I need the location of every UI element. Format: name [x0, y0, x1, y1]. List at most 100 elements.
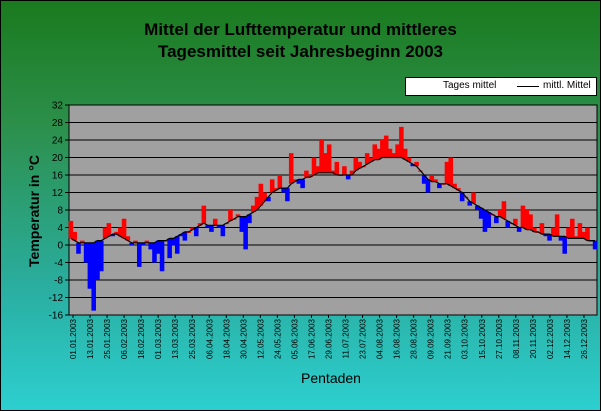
- daily-bar-below-mean: [216, 225, 222, 228]
- daily-bar-above-mean: [429, 175, 435, 182]
- x-tick-label: 06.02.2003: [120, 318, 129, 359]
- daily-bar-above-mean: [201, 205, 207, 224]
- x-tick-label: 26.12.2003: [580, 318, 589, 359]
- daily-bar-below-mean: [494, 216, 499, 224]
- daily-bar-above-mean: [80, 240, 85, 243]
- daily-bar-above-mean: [319, 140, 324, 173]
- daily-bar-below-mean: [482, 210, 488, 232]
- x-tick-label: 15.10.2003: [478, 318, 487, 359]
- daily-bar-below-mean: [110, 234, 115, 237]
- daily-bar-below-mean: [129, 242, 134, 245]
- daily-bar-above-mean: [528, 214, 533, 230]
- daily-bar-below-mean: [152, 242, 157, 263]
- daily-bar-below-mean: [91, 242, 96, 311]
- daily-bar-above-mean: [448, 157, 454, 186]
- daily-bar-below-mean: [159, 240, 165, 272]
- daily-bar-above-mean: [433, 179, 438, 182]
- daily-bar-above-mean: [383, 135, 389, 158]
- daily-bar-above-mean: [121, 218, 127, 239]
- x-tick-label: 20.11.2003: [529, 318, 538, 358]
- x-tick-label: 01.03.2003: [154, 318, 163, 359]
- daily-bar-above-mean: [254, 196, 260, 210]
- daily-bar-above-mean: [190, 227, 195, 230]
- daily-bar-above-mean: [414, 161, 419, 167]
- x-axis-title: Pentaden: [301, 370, 361, 386]
- daily-bar-above-mean: [391, 153, 397, 158]
- daily-bar-above-mean: [311, 157, 317, 175]
- daily-bar-above-mean: [554, 214, 560, 237]
- daily-bar-below-mean: [136, 242, 142, 267]
- y-tick-label: -16: [49, 311, 64, 322]
- y-tick-label: -12: [49, 293, 64, 304]
- daily-bar-above-mean: [444, 161, 450, 184]
- daily-bar-above-mean: [114, 231, 119, 235]
- y-tick-label: 4: [57, 223, 63, 234]
- daily-bar-above-mean: [273, 188, 279, 191]
- daily-bar-above-mean: [402, 148, 408, 160]
- daily-bar-below-mean: [285, 188, 290, 202]
- y-tick-label: 28: [52, 118, 64, 129]
- daily-bar-below-mean: [178, 234, 184, 237]
- daily-bar-below-mean: [547, 234, 552, 241]
- daily-bar-below-mean: [239, 216, 245, 232]
- x-tick-label: 04.08.2003: [376, 318, 385, 359]
- daily-bar-below-mean: [296, 179, 302, 184]
- legend-swatch-mittl-mittel: [517, 86, 539, 87]
- daily-bar-above-mean: [68, 220, 74, 239]
- daily-bar-below-mean: [345, 175, 351, 180]
- x-tick-label: 01.01.2003: [69, 318, 78, 359]
- daily-bar-above-mean: [353, 157, 359, 171]
- y-tick-label: 0: [57, 241, 63, 252]
- x-tick-label: 28.08.2003: [410, 318, 419, 359]
- series-line-mittl-mittel: [70, 156, 596, 244]
- daily-bar-above-mean: [250, 205, 256, 213]
- daily-bar-above-mean: [524, 210, 530, 230]
- daily-bar-above-mean: [573, 236, 579, 239]
- daily-bar-above-mean: [334, 161, 340, 175]
- daily-bar-below-mean: [205, 225, 210, 228]
- y-axis-title: Temperatur in °C: [26, 155, 42, 267]
- daily-bar-above-mean: [399, 126, 404, 158]
- y-tick-label: -4: [54, 258, 63, 269]
- daily-bar-above-mean: [395, 144, 400, 158]
- x-tick-label: 13.03.2003: [171, 318, 180, 359]
- daily-bar-above-mean: [258, 183, 264, 206]
- x-tick-label: 24.05.2003: [273, 318, 282, 359]
- y-tick-label: 12: [52, 188, 64, 199]
- x-tick-label: 09.09.2003: [427, 318, 436, 359]
- x-tick-label: 13.01.2003: [86, 318, 95, 359]
- daily-bar-above-mean: [357, 161, 362, 169]
- daily-bar-above-mean: [197, 223, 203, 226]
- daily-bar-above-mean: [144, 240, 150, 243]
- daily-bar-below-mean: [281, 188, 286, 193]
- daily-bar-above-mean: [315, 166, 321, 173]
- daily-bar-below-mean: [505, 220, 511, 228]
- daily-bar-above-mean: [292, 179, 298, 182]
- daily-bar-above-mean: [118, 227, 123, 237]
- y-tick-label: 16: [52, 171, 64, 182]
- daily-bar-above-mean: [368, 157, 374, 162]
- daily-bar-below-mean: [87, 242, 93, 289]
- x-tick-label: 11.07.2003: [342, 318, 351, 358]
- legend-item-tages-mittel: Tages mittel: [443, 80, 497, 91]
- daily-bar-above-mean: [235, 214, 241, 217]
- daily-bar-above-mean: [513, 218, 518, 226]
- x-tick-label: 27.10.2003: [495, 318, 504, 359]
- legend: Tages mittel mittl. Mittel: [405, 77, 597, 96]
- daily-bar-above-mean: [288, 153, 294, 184]
- chart-title-line-1: Mittel der Lufttemperatur und mittleres: [144, 20, 457, 39]
- daily-bar-below-mean: [459, 192, 465, 202]
- daily-bar-above-mean: [106, 223, 112, 237]
- daily-bar-below-mean: [220, 225, 226, 237]
- daily-bar-below-mean: [425, 179, 431, 193]
- y-tick-label: -8: [54, 276, 63, 287]
- x-tick-label: 30.04.2003: [239, 318, 248, 359]
- daily-bar-above-mean: [471, 192, 476, 204]
- daily-bar-below-mean: [155, 240, 161, 254]
- daily-bar-below-mean: [437, 183, 442, 189]
- daily-bar-below-mean: [171, 238, 176, 245]
- x-tick-label: 18.02.2003: [137, 318, 146, 359]
- daily-bar-above-mean: [551, 227, 556, 237]
